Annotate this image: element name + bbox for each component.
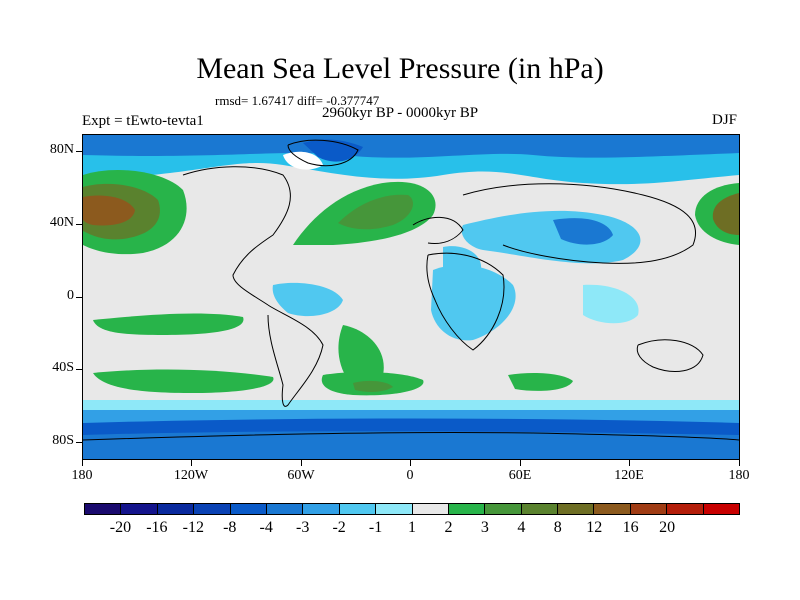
colorbar-segment xyxy=(667,504,704,514)
colorbar-segment xyxy=(303,504,340,514)
colorbar-label: 12 xyxy=(586,519,603,536)
lat-label-80n: 80N xyxy=(49,142,74,157)
north-pacific-high-core xyxy=(83,195,135,226)
lat-tick xyxy=(76,151,82,152)
north-atlantic-high-core xyxy=(338,194,413,230)
antarctica-coast xyxy=(83,431,739,441)
colorbar-label: -12 xyxy=(182,519,204,536)
lat-label-0: 0 xyxy=(67,288,74,303)
colorbar-segment xyxy=(558,504,595,514)
map-panel xyxy=(82,134,740,460)
colorbar-label: -3 xyxy=(295,519,310,536)
colorbar-label: 8 xyxy=(553,519,562,536)
asia-coast xyxy=(462,183,696,264)
colorbar-label: 16 xyxy=(622,519,639,536)
africa-low xyxy=(431,265,516,341)
lon-label-180e: 180 xyxy=(728,468,750,483)
lat-label-80s: 80S xyxy=(52,433,74,448)
maritime-continent-low xyxy=(583,284,639,324)
colorbar-label: 20 xyxy=(659,519,676,536)
australia-coast xyxy=(636,339,704,372)
europe-coast xyxy=(412,216,464,244)
pressure-anomaly-map xyxy=(83,135,739,459)
lon-label-60e: 60E xyxy=(508,468,532,483)
colorbar-segment xyxy=(157,504,195,514)
south-indian-high xyxy=(508,373,573,391)
lon-tick xyxy=(410,460,411,466)
lon-tick xyxy=(191,460,192,466)
lat-tick xyxy=(76,442,82,443)
colorbar-label: -8 xyxy=(223,519,237,536)
colorbar-segment xyxy=(703,504,740,514)
lon-label-120e: 120E xyxy=(614,468,644,483)
colorbar-segment xyxy=(121,504,158,514)
tropical-atlantic-low xyxy=(272,282,343,317)
lon-tick xyxy=(520,460,521,466)
tropical-pacific-high xyxy=(93,313,244,335)
colorbar-segment xyxy=(630,504,668,514)
antarctic-interior-band xyxy=(83,431,739,459)
colorbar-label: -4 xyxy=(259,519,273,536)
lon-tick xyxy=(739,460,740,466)
lon-label-60w: 60W xyxy=(287,468,315,483)
colorbar-label: 3 xyxy=(480,519,489,536)
colorbar-segment xyxy=(230,504,267,514)
colorbar xyxy=(84,503,740,515)
colorbar-segment xyxy=(339,504,377,514)
lon-label-0: 0 xyxy=(406,468,414,483)
colorbar-label: -20 xyxy=(109,519,132,536)
south-america-coast xyxy=(267,304,324,407)
lat-tick xyxy=(76,224,82,225)
colorbar-segment xyxy=(194,504,231,514)
map-title: Mean Sea Level Pressure (in hPa) xyxy=(196,52,604,85)
colorbar-label: -2 xyxy=(332,519,346,536)
colorbar-label: -1 xyxy=(368,519,383,536)
colorbar-segment xyxy=(448,504,486,514)
lat-label-40n: 40N xyxy=(49,215,74,230)
colorbar-label: -16 xyxy=(146,519,168,536)
north-pacific-high-wrap-core xyxy=(712,193,739,235)
lon-label-120w: 120W xyxy=(173,468,209,483)
coastlines xyxy=(83,139,739,441)
colorbar-segment xyxy=(85,504,122,514)
experiment-label: Expt = tEwto-tevta1 xyxy=(82,113,204,129)
colorbar-label: 1 xyxy=(408,519,416,536)
colorbar-segment xyxy=(376,504,413,514)
africa-coast xyxy=(426,252,505,351)
south-atlantic-high-core xyxy=(353,380,393,392)
colorbar-label: 4 xyxy=(517,519,526,536)
stats-subtitle: rmsd= 1.67417 diff= -0.377747 xyxy=(215,93,380,108)
lon-tick xyxy=(301,460,302,466)
lon-tick xyxy=(629,460,630,466)
period-subtitle: 2960kyr BP - 0000kyr BP xyxy=(322,105,479,121)
lat-tick xyxy=(76,369,82,370)
colorbar-segment xyxy=(266,504,304,514)
north-america-coast xyxy=(182,166,291,306)
greenland-coast xyxy=(287,139,359,167)
colorbar-segment xyxy=(521,504,559,514)
colorbar-label: 2 xyxy=(444,519,453,536)
colorbar-segment xyxy=(412,504,449,514)
season-label: DJF xyxy=(712,112,738,128)
lat-label-40s: 40S xyxy=(52,360,74,375)
colorbar-segment xyxy=(594,504,631,514)
lon-label-180w: 180 xyxy=(71,468,93,483)
asian-low-core xyxy=(553,218,613,245)
lon-tick xyxy=(82,460,83,466)
lat-tick xyxy=(76,297,82,298)
colorbar-segment xyxy=(485,504,522,514)
south-pacific-high xyxy=(93,369,274,393)
arctic-band-mid xyxy=(83,135,739,158)
